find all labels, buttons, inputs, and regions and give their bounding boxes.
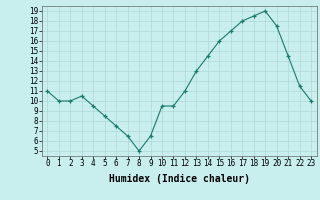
- X-axis label: Humidex (Indice chaleur): Humidex (Indice chaleur): [109, 174, 250, 184]
